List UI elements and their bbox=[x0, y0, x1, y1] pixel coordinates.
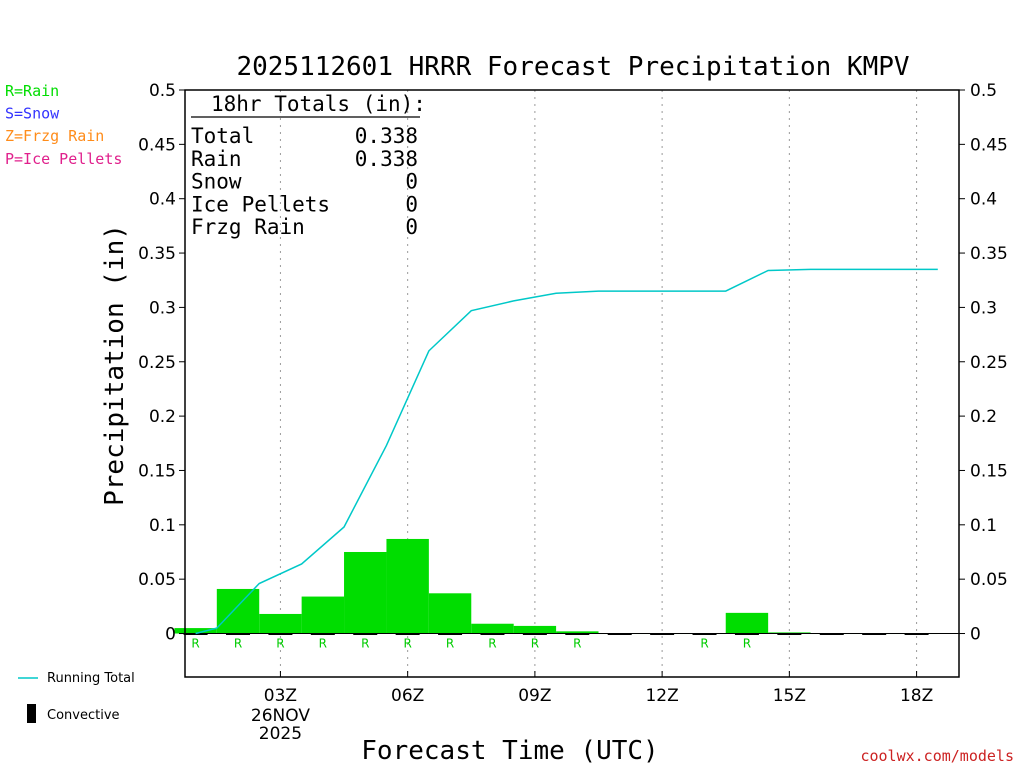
y-tick-label-right: 0.4 bbox=[970, 190, 997, 210]
y-axis-left: 0 0.05 0.1 0.15 0.2 0.25 0.3 0.35 0.4 0.45 0.5 bbox=[138, 81, 185, 645]
precip-bar bbox=[174, 628, 217, 634]
precip-type-mark: R bbox=[361, 637, 369, 651]
precip-type-mark: R bbox=[191, 637, 199, 651]
x-tick-label: 15Z bbox=[773, 686, 806, 706]
precip-type-mark: R bbox=[446, 637, 454, 651]
convective-legend-label: Convective bbox=[47, 708, 120, 723]
x-axis-label: Forecast Time (UTC) bbox=[361, 736, 658, 766]
precip-type-mark: R bbox=[403, 637, 411, 651]
totals-box: 18hr Totals (in): Total 0.338 Rain 0.338 Sno… bbox=[191, 92, 426, 239]
precip-bar bbox=[386, 538, 429, 634]
totals-row-value: 0.338 bbox=[355, 147, 418, 171]
x-tick-label: 18Z bbox=[900, 686, 933, 706]
y-tick-label-left: 0.1 bbox=[149, 516, 176, 536]
precip-type-legend-item: Z=Frzg Rain bbox=[5, 127, 104, 145]
y-tick-label-right: 0.3 bbox=[970, 298, 997, 318]
y-tick-label-left: 0 bbox=[165, 625, 176, 645]
y-tick-label-right: 0 bbox=[970, 625, 981, 645]
precip-type-mark: R bbox=[743, 637, 751, 651]
y-tick-label-left: 0.2 bbox=[149, 407, 176, 427]
y-tick-label-right: 0.35 bbox=[970, 244, 1008, 264]
chart-title: 2025112601 HRRR Forecast Precipitation K… bbox=[236, 52, 909, 82]
y-tick-label-left: 0.45 bbox=[138, 135, 176, 155]
precip-type-mark: R bbox=[531, 637, 539, 651]
x-tick-year: 2025 bbox=[259, 724, 302, 744]
totals-row-label: Frzg Rain bbox=[191, 215, 305, 239]
precip-type-mark: R bbox=[276, 637, 284, 651]
precip-bar bbox=[556, 631, 599, 634]
totals-row-value: 0.338 bbox=[355, 124, 418, 148]
totals-row-value: 0 bbox=[405, 192, 418, 216]
precip-bar bbox=[259, 613, 302, 634]
x-tick-label: 06Z bbox=[391, 686, 424, 706]
precip-bar bbox=[513, 625, 557, 634]
precip-type-mark: R bbox=[319, 637, 327, 651]
running-total-line-path bbox=[195, 268, 938, 635]
totals-row-label: Snow bbox=[191, 170, 242, 194]
precip-bar bbox=[428, 593, 472, 634]
y-tick-label-left: 0.35 bbox=[138, 244, 176, 264]
precip-type-mark: R bbox=[234, 637, 242, 651]
totals-row-label: Rain bbox=[191, 147, 242, 171]
totals-row-label: Total bbox=[191, 124, 254, 148]
precip-type-legend-item: P=Ice Pellets bbox=[5, 150, 122, 168]
y-tick-label-left: 0.05 bbox=[138, 570, 176, 590]
y-tick-label-right: 0.45 bbox=[970, 135, 1008, 155]
y-tick-label-right: 0.5 bbox=[970, 81, 997, 101]
x-tick-date: 26NOV bbox=[251, 706, 310, 726]
precip-bar bbox=[216, 588, 260, 634]
y-tick-label-right: 0.25 bbox=[970, 353, 1008, 373]
convective-legend: Convective bbox=[27, 704, 120, 723]
y-axis-right: 0 0.05 0.1 0.15 0.2 0.25 0.3 0.35 0.4 0.45 0.5 bbox=[959, 81, 1008, 645]
y-tick-label-left: 0.15 bbox=[138, 461, 176, 481]
x-tick-label: 03Z bbox=[264, 686, 297, 706]
totals-row-value: 0 bbox=[405, 170, 418, 194]
y-tick-label-right: 0.05 bbox=[970, 570, 1008, 590]
precip-type-legend-item: S=Snow bbox=[5, 105, 60, 123]
precip-bar bbox=[301, 596, 345, 634]
precip-type-mark: R bbox=[488, 637, 496, 651]
y-tick-label-right: 0.1 bbox=[970, 516, 997, 536]
precip-type-legend: R=Rain S=Snow Z=Frzg Rain P=Ice Pellets bbox=[5, 82, 122, 168]
plot-frame bbox=[184, 89, 960, 678]
precip-bar bbox=[725, 612, 769, 634]
y-tick-label-left: 0.5 bbox=[149, 81, 176, 101]
totals-title: 18hr Totals (in): bbox=[211, 92, 426, 116]
precip-type-legend-item: R=Rain bbox=[5, 82, 59, 100]
running-total-legend: Running Total bbox=[18, 671, 135, 686]
y-tick-label-right: 0.15 bbox=[970, 461, 1008, 481]
convective-legend-swatch bbox=[27, 704, 36, 723]
x-tick-label: 12Z bbox=[645, 686, 678, 706]
hourly-bars bbox=[174, 538, 938, 635]
y-tick-label-right: 0.2 bbox=[970, 407, 997, 427]
y-tick-label-left: 0.4 bbox=[149, 190, 176, 210]
totals-row-label: Ice Pellets bbox=[191, 192, 330, 216]
y-axis-label: Precipitation (in) bbox=[100, 224, 130, 506]
precip-type-mark: R bbox=[700, 637, 708, 651]
running-total-line bbox=[195, 268, 938, 635]
running-total-legend-label: Running Total bbox=[47, 671, 135, 686]
totals-row-value: 0 bbox=[405, 215, 418, 239]
y-tick-label-left: 0.25 bbox=[138, 353, 176, 373]
precip-type-mark: R bbox=[573, 637, 581, 651]
precip-bar bbox=[768, 632, 811, 634]
y-tick-label-left: 0.3 bbox=[149, 298, 176, 318]
precip-bar bbox=[471, 623, 514, 634]
precip-bar bbox=[344, 551, 387, 634]
credit-text: coolwx.com/models bbox=[860, 747, 1014, 765]
x-tick-label: 09Z bbox=[518, 686, 551, 706]
